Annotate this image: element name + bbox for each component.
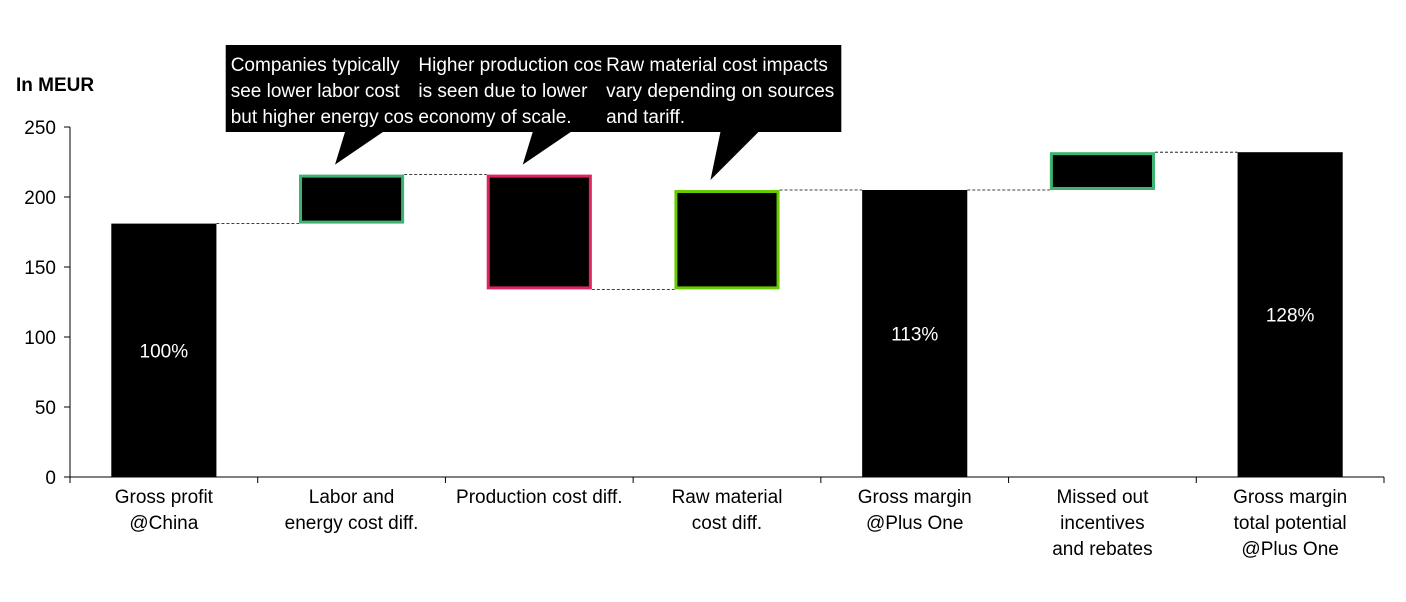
y-tick-label: 250 [24,118,56,139]
category-label: Production cost diff. [456,487,623,508]
category-label: Missed out incentives and rebates [1052,487,1152,560]
callout-pointer [335,132,384,165]
y-tick-label: 200 [24,188,56,209]
callout-box [413,45,617,132]
callout: Higher production cost is seen due to low… [413,45,617,165]
y-axis-unit-label: In MEUR [16,75,94,96]
callout: Raw material cost impacts vary depending … [601,45,842,180]
category-label: Raw material cost diff. [672,487,783,534]
delta-bar [486,174,592,290]
callout-box [225,45,432,132]
category-labels: Gross profit @China Labor and energy cost d… [115,487,1347,560]
y-tick-label: 0 [45,468,56,489]
bars [111,152,1343,477]
total-bar [862,190,968,477]
callout-box [601,45,842,132]
category-label: Gross profit @China [115,487,214,534]
callout: Companies typically see lower labor cost b… [225,45,432,165]
connector-lines [216,151,1238,290]
delta-bar [1049,152,1155,190]
callout-pointer [522,132,571,165]
callout-text: Higher production cost is seen due to low… [418,55,609,128]
callout-text: Companies typically see lower labor cost b… [231,55,424,128]
callouts: Companies typically see lower labor cost b… [225,45,842,180]
y-tick-label: 50 [35,398,56,419]
bar-value-label: 128% [1266,306,1315,327]
bar-labels: 100% 113% 128% [140,306,1315,363]
callout-text: Raw material cost impacts vary depending … [606,55,834,128]
bar-value-label: 113% [891,325,938,346]
category-label: Gross margin total potential @Plus One [1233,487,1347,560]
y-tick-label: 150 [24,258,56,279]
delta-bar [674,190,780,290]
bar-value-label: 100% [140,341,189,362]
total-bar [111,223,217,477]
y-tick-label: 100 [24,328,56,349]
delta-bar [299,174,405,224]
category-label: Gross margin @Plus One [858,487,972,534]
category-label: Labor and energy cost diff. [285,487,419,534]
axes: 0 50 100 150 200 250 [24,118,1385,489]
callout-pointer [710,132,759,180]
total-bar [1237,152,1343,477]
